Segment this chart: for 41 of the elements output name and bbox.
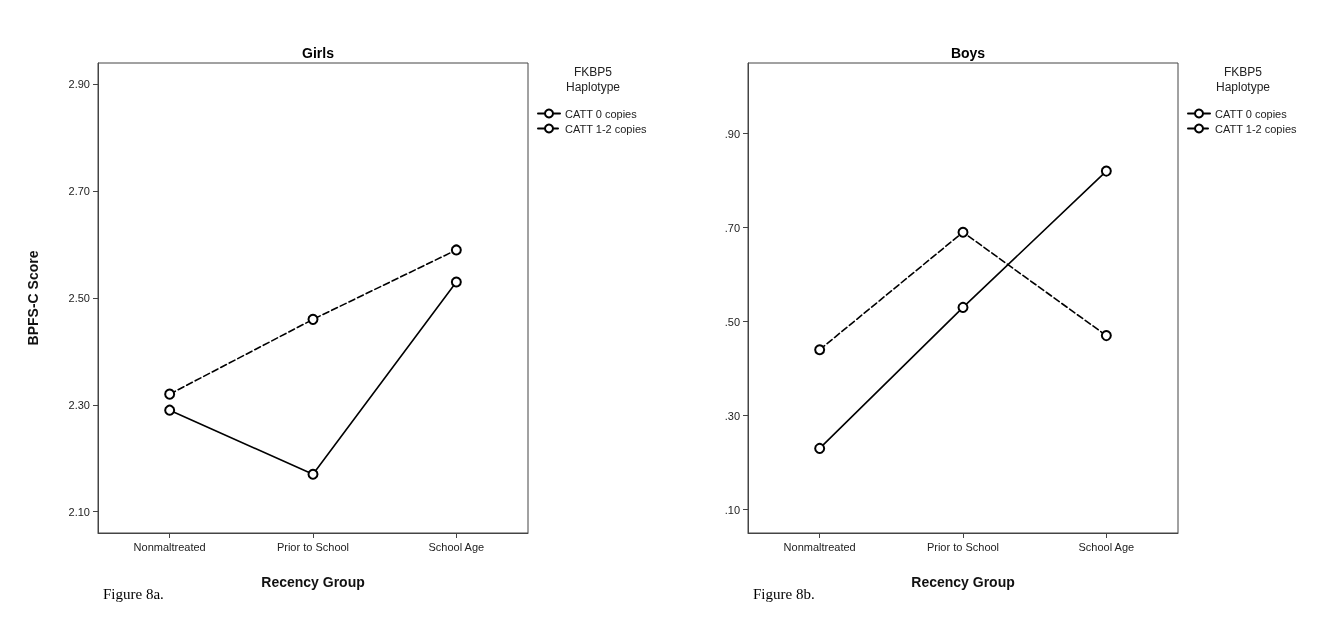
legend-label: CATT 0 copies (1215, 107, 1288, 120)
y-tick-label: 2.70 (68, 185, 90, 198)
x-tick-label: Nonmaltreated (133, 540, 206, 553)
point (814, 344, 826, 356)
chart-title: Girls (302, 45, 335, 61)
y-tick-label: .90 (724, 127, 740, 140)
legend-title: FKBP5 Haplotype (565, 64, 621, 94)
point (1100, 330, 1112, 342)
y-tick-label: 2.90 (68, 78, 90, 91)
x-axis-title: Recency Group (261, 574, 365, 590)
point (307, 468, 319, 480)
y-tick-label: 2.30 (68, 398, 90, 411)
point (814, 442, 826, 454)
y-tick-label: .30 (724, 409, 740, 422)
legend-label: CATT 1-2 copies (1215, 122, 1298, 135)
point (1100, 165, 1112, 177)
x-tick-label: School Age (1078, 540, 1135, 553)
caption: Figure 8a. (103, 585, 164, 602)
x-tick-label: Prior to School (276, 540, 350, 553)
point (164, 404, 176, 416)
y-axis-title: BPFS-C Score (25, 250, 41, 346)
caption: Figure 8b. (753, 585, 815, 602)
y-tick-label: .50 (724, 315, 740, 328)
point (307, 313, 319, 325)
point (957, 301, 969, 313)
point (164, 388, 176, 400)
x-tick-label: Prior to School (926, 540, 1000, 553)
legend-title: FKBP5 Haplotype (1215, 64, 1271, 94)
x-tick-label: School Age (428, 540, 485, 553)
chart-title: Boys (950, 45, 986, 61)
legend-label: CATT 1-2 copies (565, 122, 648, 135)
x-tick-label: Nonmaltreated (783, 540, 856, 553)
point (450, 244, 462, 256)
point (450, 276, 462, 288)
legend-label: CATT 0 copies (565, 107, 638, 120)
y-tick-label: .70 (724, 221, 740, 234)
y-tick-label: .10 (724, 503, 740, 516)
y-tick-label: 2.10 (68, 505, 90, 518)
point (957, 226, 969, 238)
x-axis-title: Recency Group (911, 574, 1015, 590)
y-tick-label: 2.50 (68, 292, 90, 304)
